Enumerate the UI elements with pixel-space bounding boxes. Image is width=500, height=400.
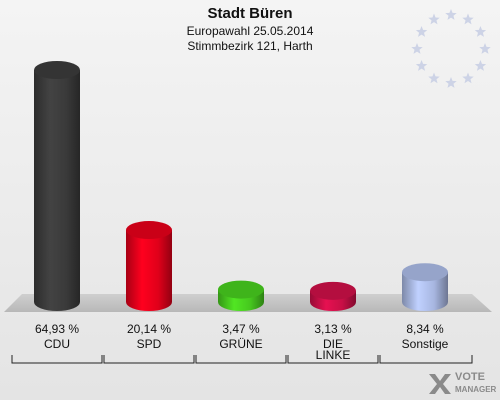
category-label: DIE bbox=[323, 337, 343, 351]
category-label: CDU bbox=[44, 337, 70, 351]
value-label: 3,47 % bbox=[222, 322, 260, 336]
category-label: Sonstige bbox=[402, 337, 449, 351]
bar-body bbox=[34, 70, 80, 311]
value-label: 64,93 % bbox=[35, 322, 79, 336]
category-label: LINKE bbox=[316, 348, 351, 362]
eu-star bbox=[479, 43, 491, 54]
eu-star bbox=[462, 13, 474, 25]
eu-star bbox=[462, 72, 474, 84]
value-label: 8,34 % bbox=[406, 322, 444, 336]
bar-0 bbox=[34, 61, 80, 311]
category-bracket bbox=[379, 355, 473, 364]
category-bracket bbox=[11, 355, 103, 364]
bar-top bbox=[310, 281, 356, 300]
eu-star bbox=[428, 72, 440, 84]
eu-stars-icon bbox=[411, 9, 491, 88]
eu-star bbox=[415, 60, 428, 71]
logo-text-2: MANAGER bbox=[455, 385, 497, 394]
bar-top bbox=[402, 263, 448, 282]
bar-2 bbox=[218, 280, 264, 311]
category-label: GRÜNE bbox=[219, 337, 262, 351]
value-label: 20,14 % bbox=[127, 322, 171, 336]
bar-1 bbox=[126, 221, 172, 311]
bar-body bbox=[402, 272, 448, 311]
bar-3 bbox=[310, 281, 356, 311]
eu-star bbox=[445, 77, 457, 88]
category-label: SPD bbox=[137, 337, 162, 351]
bar-body bbox=[126, 230, 172, 311]
eu-star bbox=[428, 13, 440, 25]
eu-star bbox=[474, 26, 487, 37]
value-label: 3,13 % bbox=[314, 322, 352, 336]
bar-top bbox=[34, 61, 80, 79]
eu-star bbox=[411, 43, 423, 54]
chart-title: Stadt Büren bbox=[207, 5, 293, 22]
bar-4 bbox=[402, 263, 448, 311]
eu-star bbox=[445, 9, 457, 20]
chart-district: Stimmbezirk 121, Harth bbox=[187, 39, 313, 53]
category-bracket bbox=[103, 355, 195, 364]
vote-manager-logo: VOTE MANAGER bbox=[429, 371, 497, 394]
chart-subtitle: Europawahl 25.05.2014 bbox=[186, 24, 314, 38]
category-bracket bbox=[287, 355, 379, 364]
eu-star bbox=[415, 26, 428, 37]
eu-star bbox=[474, 60, 487, 71]
logo-text-1: VOTE bbox=[455, 371, 485, 383]
bar-top bbox=[126, 221, 172, 240]
category-bracket bbox=[195, 355, 287, 364]
bar-top bbox=[218, 280, 264, 299]
